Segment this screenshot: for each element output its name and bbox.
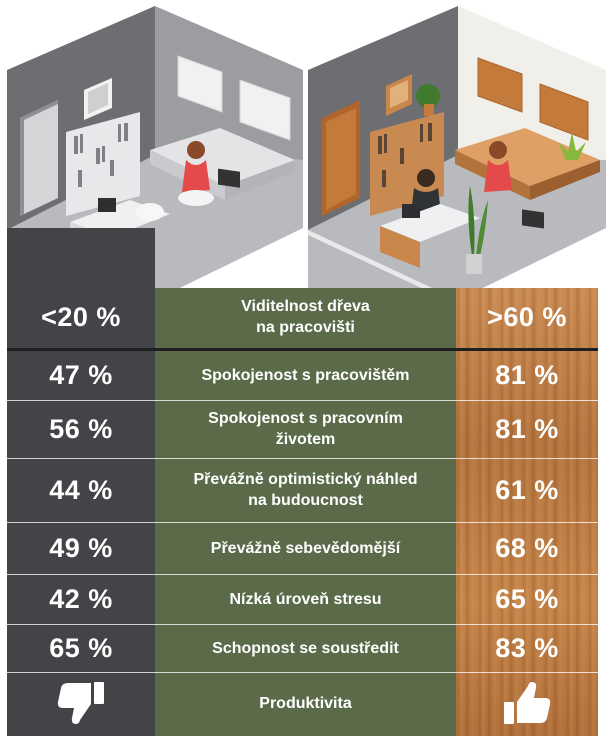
high-value: 81 % [495, 413, 559, 444]
header-row: <20 % Viditelnost dřeva na pracovišti >6… [0, 288, 614, 346]
low-value: 42 % [49, 583, 113, 614]
header-low-value: <20 % [41, 301, 121, 332]
low-value: 44 % [49, 474, 113, 505]
row-divider [7, 574, 598, 575]
table-row: 65 % Schopnost se soustředit 83 % [0, 625, 614, 671]
row-divider [7, 400, 598, 401]
high-value: 61 % [495, 474, 559, 505]
row-label: Schopnost se soustředit [212, 639, 399, 657]
comparison-table: <20 % Viditelnost dřeva na pracovišti >6… [0, 228, 614, 736]
low-value: 47 % [49, 359, 113, 390]
low-value: 65 % [49, 632, 113, 663]
header-label: Viditelnost dřeva na pracovišti [241, 298, 370, 336]
labels-column [155, 288, 456, 736]
row-divider [7, 624, 598, 625]
low-wood-column [7, 228, 155, 736]
thumbs-down-icon [7, 673, 155, 733]
high-value: 83 % [495, 632, 559, 663]
thumbs-up-icon [456, 673, 598, 733]
low-value: 56 % [49, 413, 113, 444]
row-divider [7, 522, 598, 523]
row-divider [7, 458, 598, 459]
high-value: 81 % [495, 359, 559, 390]
row-label: Převážně optimistický náhled na budoucno… [193, 471, 418, 509]
productivity-label: Produktivita [259, 694, 352, 712]
row-label: Spokojenost s pracovním životem [208, 410, 403, 448]
table-row: 44 % Převážně optimistický náhled na bud… [0, 459, 614, 521]
table-row: 56 % Spokojenost s pracovním životem 81 … [0, 401, 614, 457]
productivity-row: Produktivita [0, 673, 614, 733]
row-divider [7, 672, 598, 673]
high-value: 68 % [495, 532, 559, 563]
header-high-value: >60 % [487, 301, 567, 332]
table-row: 49 % Převážně sebevědomější 68 % [0, 523, 614, 573]
table-row: 42 % Nízká úroveň stresu 65 % [0, 575, 614, 623]
high-wood-column [456, 288, 598, 736]
low-value: 49 % [49, 532, 113, 563]
wooden-office-illustration [308, 6, 606, 300]
row-label: Převážně sebevědomější [210, 539, 401, 557]
row-label: Spokojenost s pracovištěm [201, 366, 410, 384]
high-value: 65 % [495, 583, 559, 614]
table-row: 47 % Spokojenost s pracovištěm 81 % [0, 351, 614, 399]
header-divider [7, 348, 598, 351]
office-illustration [7, 6, 606, 300]
row-label: Nízká úroveň stresu [229, 590, 382, 608]
